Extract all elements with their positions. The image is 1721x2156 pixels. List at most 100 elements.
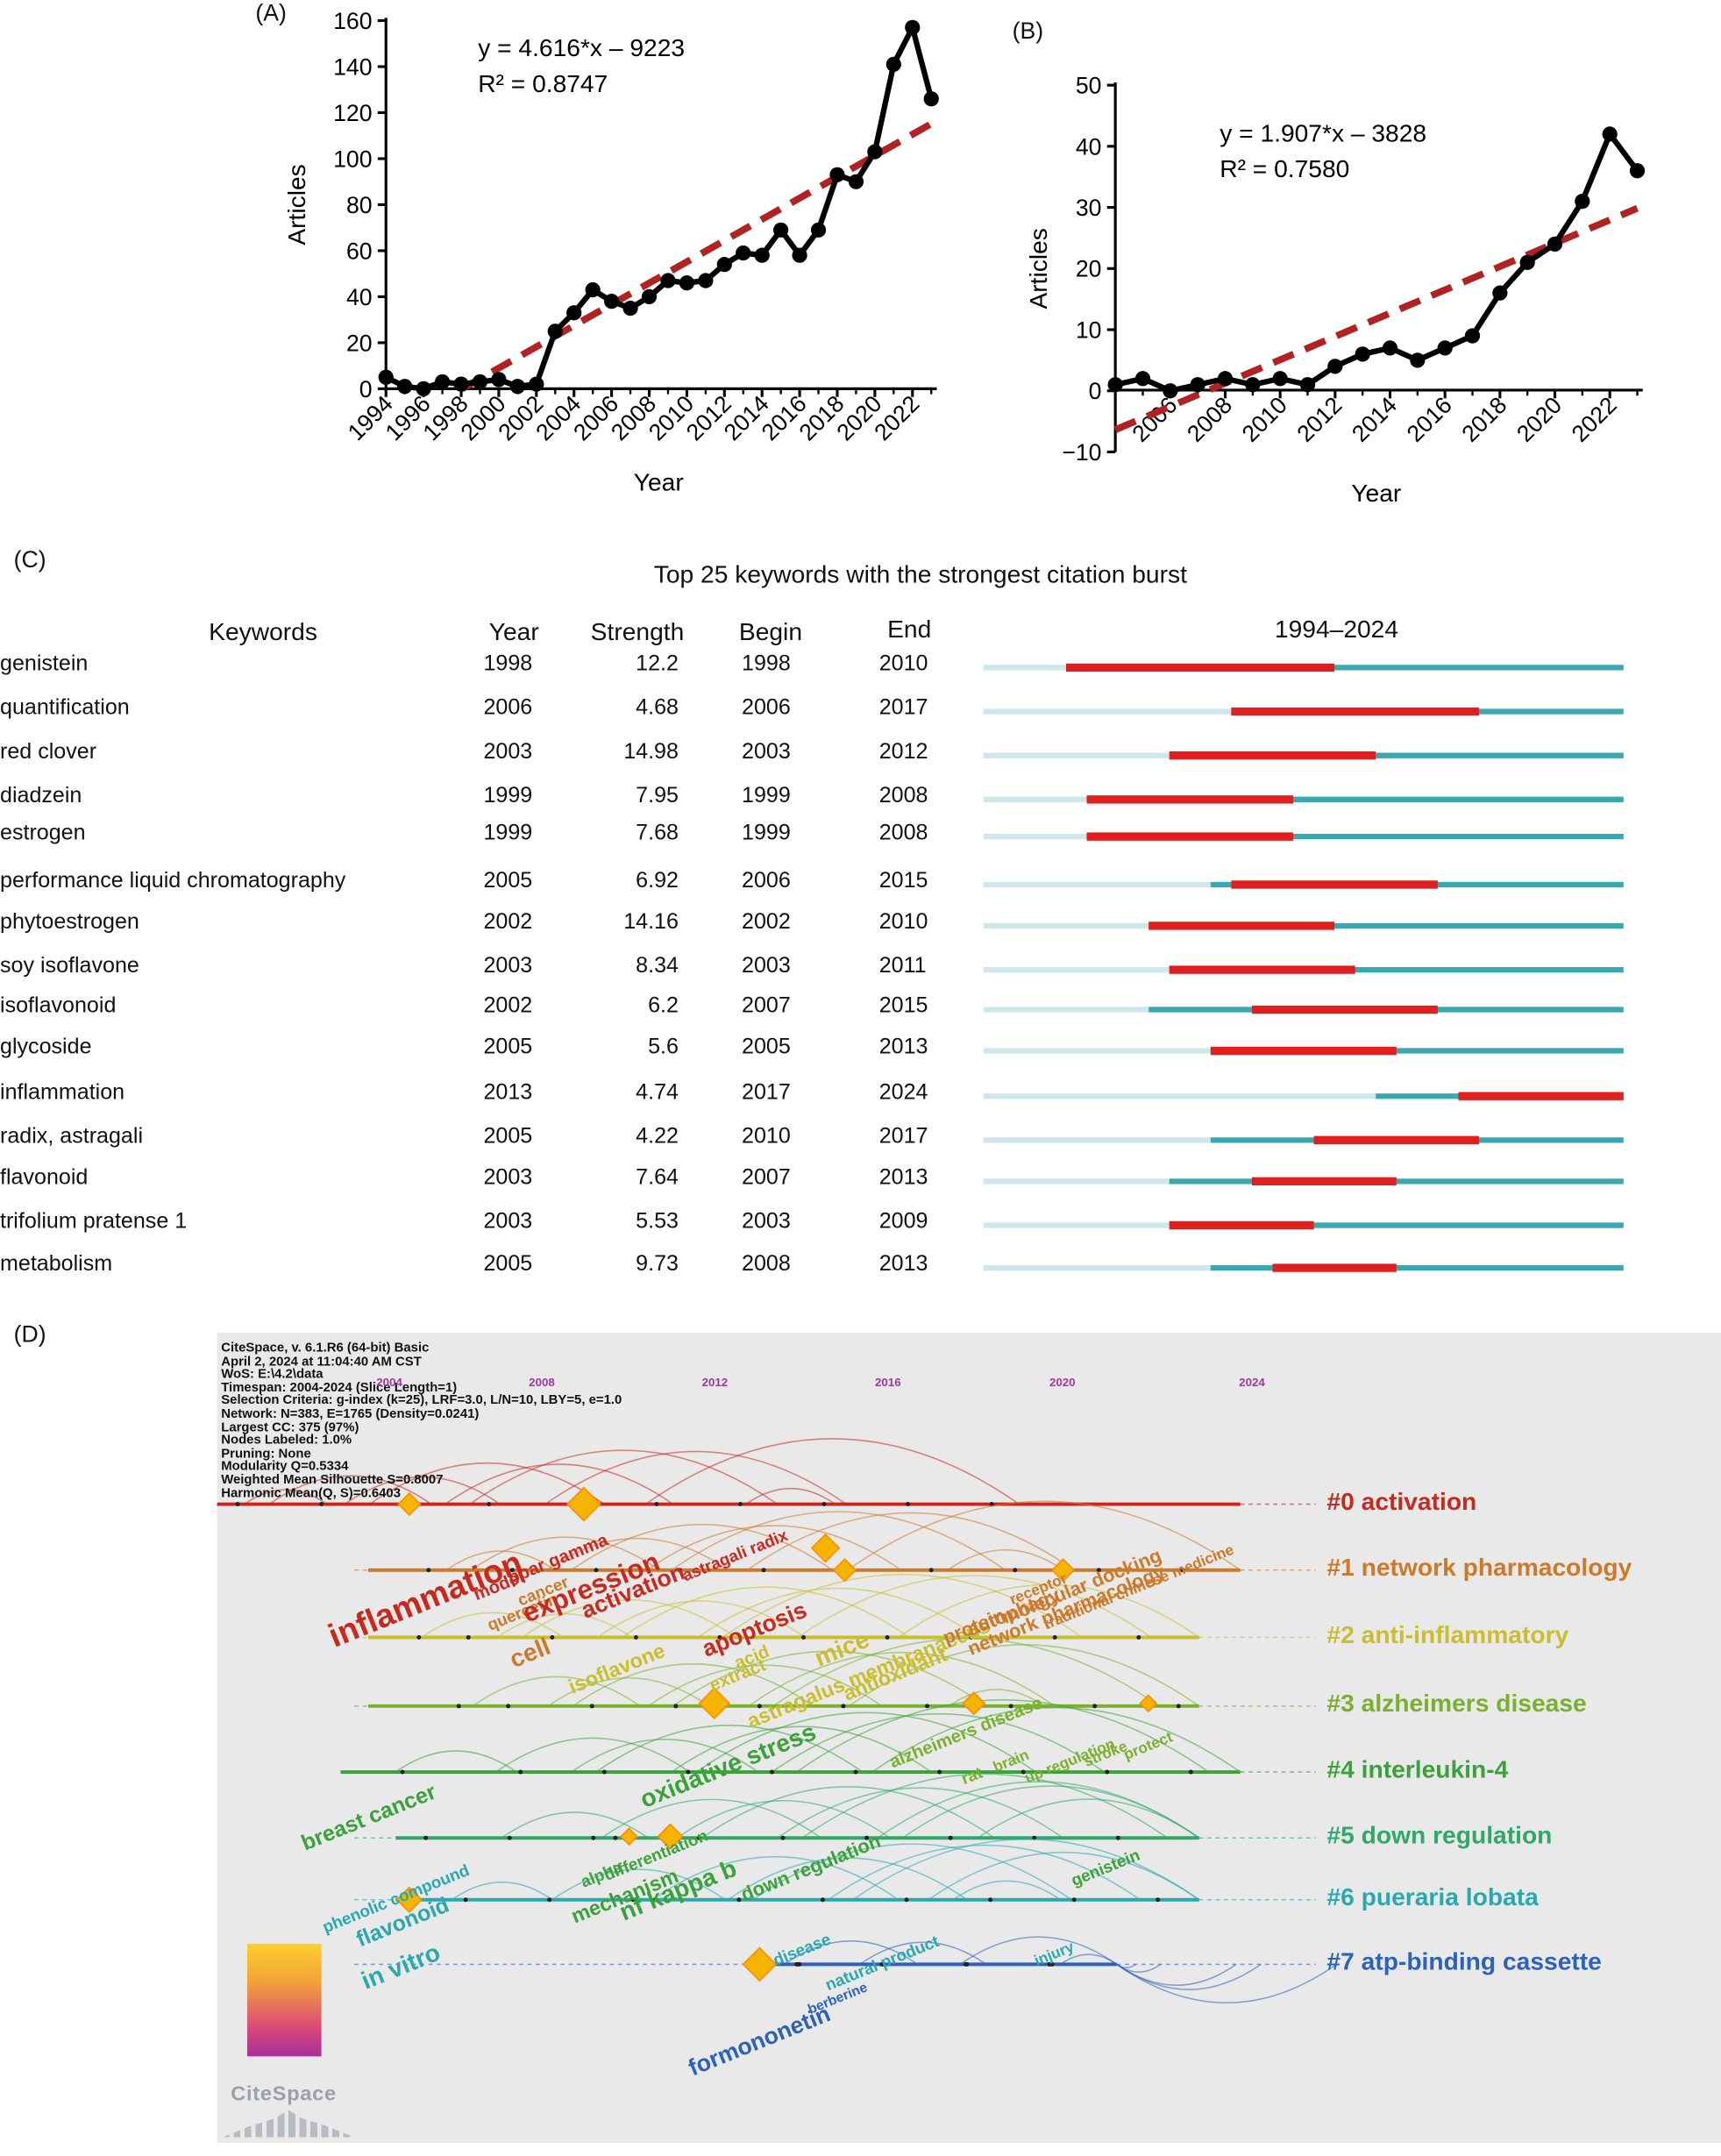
citespace-info-line: Weighted Mean Silhouette S=0.8007 <box>221 1472 444 1488</box>
network-node <box>506 1704 511 1709</box>
network-node <box>463 1897 468 1903</box>
panel-label-a: (A) <box>255 0 287 26</box>
network-node <box>928 1568 934 1573</box>
year-tick-label: 2004 <box>376 1375 402 1389</box>
year-cell: 1999 <box>483 784 533 808</box>
strength-cell: 14.16 <box>623 910 679 935</box>
citation-arc <box>671 1726 932 1773</box>
chart-a-data-point <box>848 174 864 189</box>
network-node <box>550 1634 555 1640</box>
begin-cell: 2005 <box>742 1035 791 1059</box>
col-begin: Begin <box>738 618 803 646</box>
chart-b-r-squared: R² = 0.7580 <box>1220 154 1349 182</box>
burst-table-row: radix, astragali 2005 4.22 2010 2017 <box>0 1125 989 1158</box>
keyword-cell: inflammation <box>0 1080 125 1105</box>
end-cell: 2010 <box>878 652 928 676</box>
citation-arc <box>469 1449 779 1505</box>
diamond-node <box>395 1886 423 1913</box>
network-node <box>853 1769 858 1775</box>
citation-arc <box>571 1524 833 1571</box>
panel-label-c: (C) <box>13 546 46 573</box>
network-node <box>904 1897 909 1903</box>
year-tick-label: 2008 <box>529 1375 555 1389</box>
citespace-info-line: Pruning: None <box>221 1446 311 1462</box>
citation-arc <box>551 1868 726 1901</box>
keyword-cell: trifolium pratense 1 <box>0 1210 188 1234</box>
strength-cell: 6.2 <box>648 994 679 1018</box>
begin-cell: 1999 <box>742 821 791 845</box>
network-node <box>613 1835 618 1840</box>
network-node <box>1105 1769 1110 1775</box>
network-node <box>633 1634 638 1640</box>
citation-arc <box>701 1786 995 1839</box>
burst-table-row: diadzein 1999 7.95 1999 2008 <box>0 785 989 818</box>
cluster-label: #4 interleukin-4 <box>1326 1755 1509 1783</box>
chart-a-data-point <box>622 300 638 317</box>
citation-arc <box>368 1462 605 1505</box>
network-node <box>547 1897 552 1903</box>
diamond-node <box>698 1687 731 1720</box>
network-node <box>757 1704 762 1709</box>
col-end: End <box>887 615 932 644</box>
chart-a-data-point <box>905 19 921 35</box>
end-cell: 2017 <box>878 696 928 720</box>
chart-b-data-point <box>1299 377 1316 393</box>
chart-b-x-tick-label: 2006 <box>1127 392 1182 447</box>
citation-arc <box>801 1773 1169 1839</box>
chart-a-data-point <box>509 379 525 395</box>
network-node <box>509 1568 515 1573</box>
col-range: 1994–2024 <box>1274 615 1399 644</box>
chart-b-data-point <box>1355 346 1370 362</box>
citation-arc <box>676 1800 891 1839</box>
chart-a-data-point <box>867 144 883 160</box>
chart-b-y-tick-label: 0 <box>1089 378 1102 404</box>
chart-a: 0204060801001201401601994199619982000200… <box>282 8 939 495</box>
network-node <box>400 1769 405 1775</box>
chart-b-y-tick-label: 30 <box>1076 195 1102 221</box>
keyword-cell: phytoestrogen <box>0 910 139 935</box>
citation-arc <box>597 1600 806 1639</box>
burst-table-row: genistein 1998 12.2 1998 2010 <box>0 652 989 686</box>
network-node <box>456 1704 461 1709</box>
chart-b-data-point <box>1327 359 1343 374</box>
year-cell: 2013 <box>483 1080 533 1105</box>
citation-arc <box>1116 1963 1337 2003</box>
network-node <box>879 1961 885 1967</box>
network-node <box>426 1568 431 1573</box>
network-node <box>737 1502 743 1507</box>
network-node <box>591 1835 596 1840</box>
chart-b-data-point <box>1410 352 1426 368</box>
citation-arc <box>646 1525 902 1571</box>
col-year: Year <box>488 618 539 646</box>
citation-arc <box>495 1737 690 1773</box>
network-node <box>423 1835 429 1840</box>
citation-arc <box>651 1855 900 1901</box>
begin-cell: 1998 <box>742 652 791 676</box>
network-node <box>1021 1769 1026 1775</box>
chart-a-y-tick-label: 100 <box>333 146 372 172</box>
chart-a-data-point <box>679 275 695 291</box>
citespace-info-line: CiteSpace, v. 6.1.R6 (64-bit) Basic <box>221 1341 430 1356</box>
chart-b-x-tick-label: 2022 <box>1567 392 1622 447</box>
citespace-info-line: Nodes Labeled: 1.0% <box>221 1433 352 1448</box>
diamond-node <box>742 1946 778 1982</box>
end-cell: 2009 <box>878 1210 928 1234</box>
burst-table-row: flavonoid 2003 7.64 2007 2013 <box>0 1166 989 1199</box>
year-cell: 2003 <box>483 1166 533 1190</box>
end-cell: 2010 <box>878 910 928 935</box>
chart-a-y-tick-label: 40 <box>346 284 373 310</box>
citation-arc <box>1060 1953 1118 1966</box>
end-cell: 2012 <box>878 740 928 765</box>
network-node <box>518 1769 523 1775</box>
chart-b-x-label: Year <box>1351 479 1401 507</box>
network-node <box>717 1634 722 1640</box>
network-node <box>1013 1568 1018 1573</box>
citation-arc <box>828 1844 1141 1901</box>
cluster-label: #5 down regulation <box>1326 1821 1553 1849</box>
diamond-node <box>620 1827 639 1846</box>
strength-cell: 6.92 <box>636 869 679 893</box>
col-keywords: Keywords <box>209 618 317 646</box>
citation-arc <box>451 1881 553 1901</box>
chart-b-x-tick-label: 2016 <box>1402 392 1457 447</box>
chart-a-data-point <box>566 305 582 321</box>
